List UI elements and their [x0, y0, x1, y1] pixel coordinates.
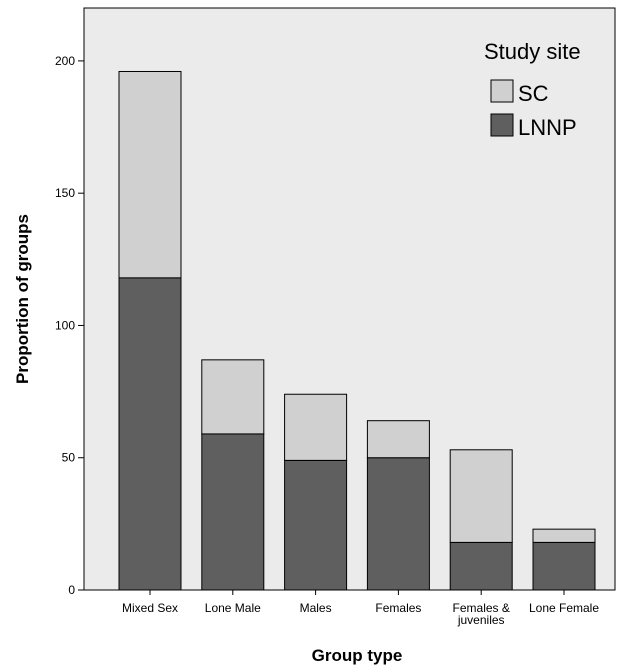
- bar-segment-sc: [118, 70, 182, 279]
- x-tick-label: Mixed Sex: [122, 601, 178, 615]
- y-tick-label: 0: [68, 583, 75, 597]
- bar-segment-sc: [532, 528, 596, 543]
- legend-label-lnnp: LNNP: [518, 115, 577, 140]
- bar-segment-lnnp: [532, 541, 596, 591]
- y-tick-label: 100: [55, 318, 75, 332]
- y-tick-label: 50: [62, 451, 76, 465]
- legend-swatch-lnnp: [490, 113, 514, 137]
- x-tick-label: Lone Male: [205, 601, 261, 615]
- x-tick-label: Females: [375, 601, 421, 615]
- x-axis-title: Group type: [312, 646, 403, 665]
- legend-swatch-sc: [490, 79, 514, 103]
- x-tick-label: Males: [300, 601, 332, 615]
- bar-segment-lnnp: [366, 457, 430, 591]
- legend-label-sc: SC: [518, 81, 549, 106]
- bar-segment-sc: [284, 393, 348, 461]
- y-tick-label: 150: [55, 186, 75, 200]
- bars: [118, 70, 596, 591]
- x-tick-label: Females & juveniles: [453, 601, 510, 627]
- bar-segment-lnnp: [118, 277, 182, 591]
- x-axis: Mixed Sex Lone Male Males Females Females & j…: [122, 590, 599, 627]
- legend: Study site SC LNNP: [484, 39, 581, 140]
- bar-segment-sc: [366, 420, 430, 459]
- legend-title: Study site: [484, 39, 581, 64]
- y-axis: 0 50 100 150 200: [55, 54, 84, 597]
- x-tick-label: Lone Female: [529, 601, 599, 615]
- bar-segment-lnnp: [201, 433, 265, 591]
- y-tick-label: 200: [55, 54, 75, 68]
- y-axis-title: Proportion of groups: [13, 214, 32, 384]
- bar-segment-sc: [449, 449, 513, 543]
- bar-segment-lnnp: [284, 459, 348, 591]
- bar-segment-lnnp: [449, 541, 513, 591]
- bar-segment-sc: [201, 359, 265, 435]
